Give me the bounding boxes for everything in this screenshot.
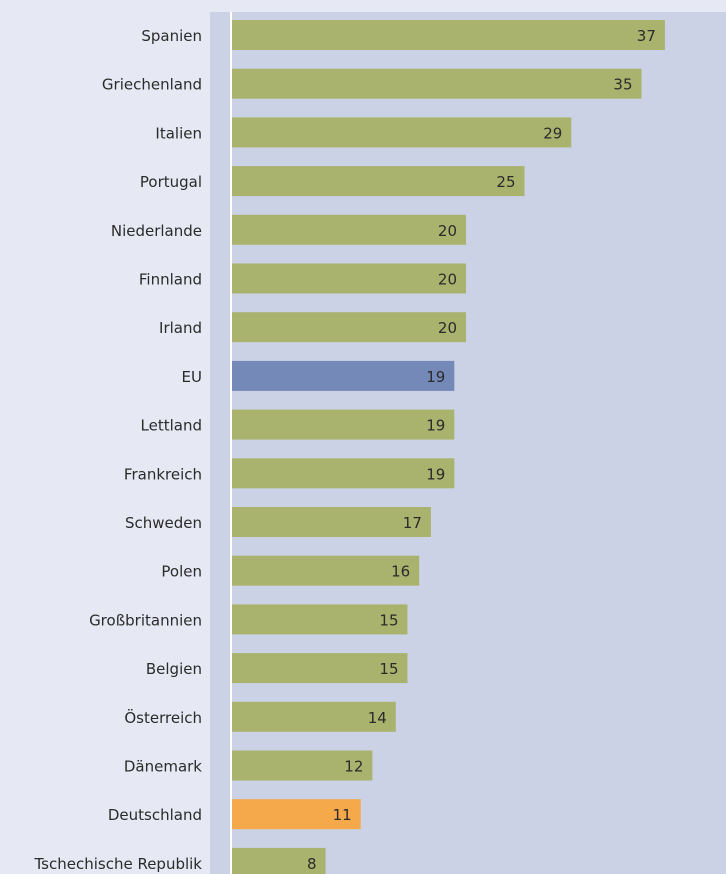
category-label-belgien: Belgien bbox=[146, 660, 202, 678]
value-label-deutschland: 11 bbox=[333, 806, 352, 824]
category-label-eu: EU bbox=[182, 368, 202, 386]
value-label-niederlande: 20 bbox=[438, 222, 457, 240]
value-label-oesterreich: 14 bbox=[368, 709, 387, 727]
bar-polen bbox=[232, 555, 420, 586]
category-label-italien: Italien bbox=[155, 124, 202, 142]
category-label-portugal: Portugal bbox=[140, 173, 202, 191]
category-label-frankreich: Frankreich bbox=[124, 465, 202, 483]
bar-grossbritannien bbox=[232, 604, 408, 635]
bar-italien bbox=[232, 117, 572, 148]
category-label-polen: Polen bbox=[161, 563, 202, 581]
bar-irland bbox=[232, 312, 466, 343]
bar-griechenland bbox=[232, 68, 642, 99]
value-label-eu: 19 bbox=[426, 368, 445, 386]
bar-finnland bbox=[232, 263, 466, 294]
value-label-italien: 29 bbox=[543, 124, 562, 142]
bar-oesterreich bbox=[232, 701, 396, 732]
value-label-portugal: 25 bbox=[496, 173, 515, 191]
bar-portugal bbox=[232, 166, 525, 197]
bar-schweden bbox=[232, 507, 431, 537]
bar-niederlande bbox=[232, 214, 466, 245]
value-label-polen: 16 bbox=[391, 563, 410, 581]
value-label-irland: 20 bbox=[438, 319, 457, 337]
bar-lettland bbox=[232, 409, 455, 440]
value-label-schweden: 17 bbox=[403, 514, 422, 532]
value-label-tschechische-republik: 8 bbox=[307, 855, 317, 873]
bar-eu bbox=[232, 360, 455, 391]
bar-daenemark bbox=[232, 750, 373, 781]
category-label-finnland: Finnland bbox=[139, 271, 202, 289]
value-label-frankreich: 19 bbox=[426, 465, 445, 483]
bar-tschechische-republik bbox=[232, 847, 326, 874]
category-label-schweden: Schweden bbox=[125, 514, 202, 532]
value-label-daenemark: 12 bbox=[344, 758, 363, 776]
bar-frankreich bbox=[232, 458, 455, 489]
bar-belgien bbox=[232, 653, 408, 684]
value-label-spanien: 37 bbox=[637, 27, 656, 45]
value-label-griechenland: 35 bbox=[613, 76, 632, 94]
category-label-daenemark: Dänemark bbox=[124, 758, 202, 776]
value-label-belgien: 15 bbox=[379, 660, 398, 678]
value-label-grossbritannien: 15 bbox=[379, 611, 398, 629]
category-label-irland: Irland bbox=[159, 319, 202, 337]
category-label-tschechische-republik: Tschechische Republik bbox=[33, 855, 202, 873]
value-label-lettland: 19 bbox=[426, 417, 445, 435]
value-label-finnland: 20 bbox=[438, 271, 457, 289]
category-label-oesterreich: Österreich bbox=[124, 708, 202, 727]
bar-deutschland bbox=[232, 799, 361, 830]
bar-spanien bbox=[232, 20, 665, 50]
category-label-spanien: Spanien bbox=[141, 27, 202, 45]
category-label-niederlande: Niederlande bbox=[111, 222, 202, 240]
category-label-deutschland: Deutschland bbox=[108, 806, 202, 824]
category-label-grossbritannien: Großbritannien bbox=[89, 611, 202, 629]
category-label-griechenland: Griechenland bbox=[102, 76, 202, 94]
category-label-lettland: Lettland bbox=[141, 417, 202, 435]
